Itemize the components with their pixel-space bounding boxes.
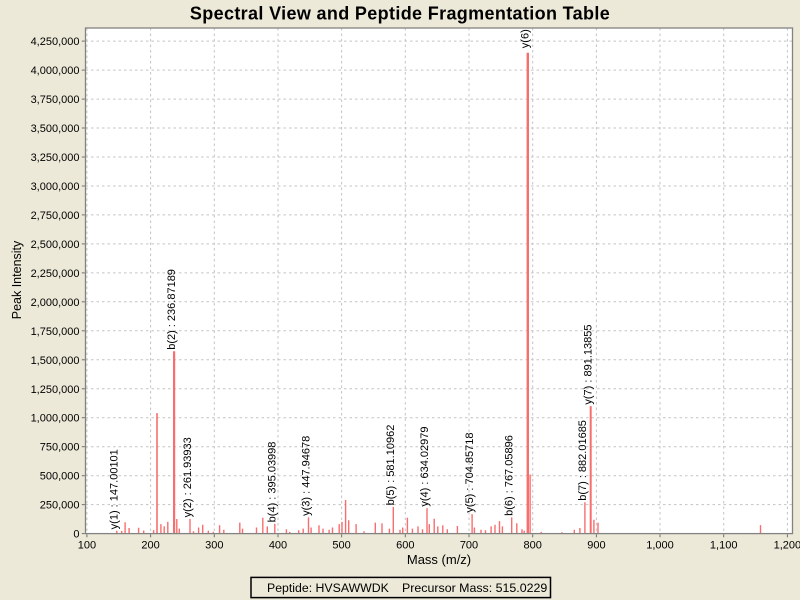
svg-text:2,000,000: 2,000,000 — [31, 297, 80, 309]
svg-text:Peptide: HVSAWWDK: Peptide: HVSAWWDK — [267, 581, 390, 595]
svg-text:Mass (m/z): Mass (m/z) — [407, 552, 471, 567]
svg-text:1,500,000: 1,500,000 — [31, 355, 80, 367]
svg-text:500: 500 — [332, 540, 350, 552]
svg-text:1,000,000: 1,000,000 — [31, 413, 80, 425]
svg-text:500,000: 500,000 — [40, 471, 80, 483]
svg-text:Precursor Mass: 515.0229: Precursor Mass: 515.0229 — [402, 581, 547, 595]
svg-text:y(6) : 792.41016: y(6) : 792.41016 — [520, 0, 532, 48]
svg-text:600: 600 — [396, 540, 414, 552]
svg-text:700: 700 — [460, 540, 478, 552]
svg-text:400: 400 — [269, 540, 287, 552]
svg-text:900: 900 — [587, 540, 605, 552]
svg-text:2,250,000: 2,250,000 — [31, 268, 80, 280]
svg-text:4,250,000: 4,250,000 — [31, 36, 80, 48]
svg-text:y(2) : 261.93933: y(2) : 261.93933 — [182, 437, 194, 517]
svg-text:100: 100 — [78, 540, 96, 552]
svg-text:750,000: 750,000 — [40, 442, 80, 454]
svg-text:300: 300 — [205, 540, 223, 552]
svg-text:b(2) : 236.87189: b(2) : 236.87189 — [166, 269, 178, 350]
svg-text:y(1) : 147.00101: y(1) : 147.00101 — [109, 449, 121, 529]
svg-text:3,500,000: 3,500,000 — [31, 123, 80, 135]
svg-text:1,000: 1,000 — [646, 540, 674, 552]
svg-text:1,250,000: 1,250,000 — [31, 384, 80, 396]
svg-text:y(7) : 891.13855: y(7) : 891.13855 — [583, 324, 595, 404]
svg-text:3,000,000: 3,000,000 — [31, 181, 80, 193]
svg-text:1,200: 1,200 — [774, 540, 800, 552]
svg-text:Spectral View and Peptide Frag: Spectral View and Peptide Fragmentation … — [190, 4, 610, 24]
svg-text:200: 200 — [141, 540, 159, 552]
svg-text:800: 800 — [524, 540, 542, 552]
svg-text:b(4) : 395.03998: b(4) : 395.03998 — [267, 442, 279, 523]
svg-text:b(6) : 767.05896: b(6) : 767.05896 — [504, 435, 516, 516]
svg-text:b(5) : 581.10962: b(5) : 581.10962 — [385, 425, 397, 506]
svg-text:4,000,000: 4,000,000 — [31, 65, 80, 77]
svg-text:1,750,000: 1,750,000 — [31, 326, 80, 338]
svg-text:3,750,000: 3,750,000 — [31, 94, 80, 106]
svg-text:y(3) : 447.94678: y(3) : 447.94678 — [300, 436, 312, 516]
svg-text:y(4) : 634.02979: y(4) : 634.02979 — [419, 426, 431, 506]
svg-text:2,500,000: 2,500,000 — [31, 239, 80, 251]
svg-text:3,250,000: 3,250,000 — [31, 152, 80, 164]
svg-text:Peak Intensity: Peak Intensity — [10, 240, 24, 319]
svg-text:0: 0 — [73, 529, 79, 541]
svg-text:1,100: 1,100 — [710, 540, 738, 552]
svg-text:y(5) : 704.85718: y(5) : 704.85718 — [464, 432, 476, 512]
svg-text:250,000: 250,000 — [40, 500, 80, 512]
svg-text:b(7) : 882.01685: b(7) : 882.01685 — [577, 420, 589, 501]
svg-text:2,750,000: 2,750,000 — [31, 210, 80, 222]
